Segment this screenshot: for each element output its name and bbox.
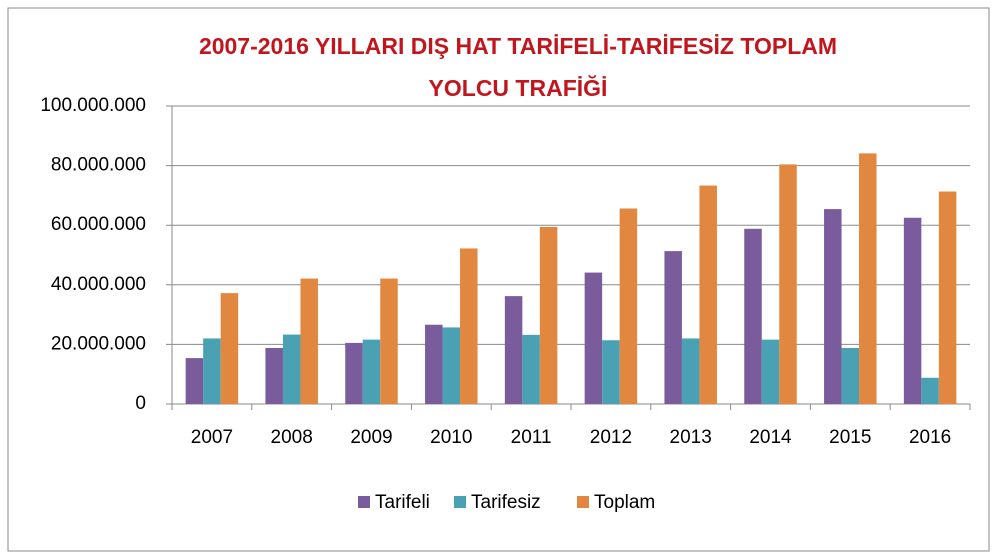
y-tick-label: 60.000.000 <box>51 214 146 235</box>
bar <box>744 228 762 404</box>
x-tick-label: 2009 <box>350 427 392 448</box>
bar <box>938 191 957 404</box>
bar <box>699 185 717 404</box>
bar <box>664 251 682 404</box>
bar <box>265 347 283 404</box>
bar <box>185 358 204 404</box>
bar <box>460 248 478 404</box>
x-tick-label: 2016 <box>909 427 951 448</box>
bar <box>380 278 398 404</box>
legend-label: Tarifesiz <box>471 492 541 513</box>
x-tick-label: 2013 <box>670 427 712 448</box>
y-tick-label: 20.000.000 <box>51 333 146 354</box>
bar <box>681 338 700 404</box>
bar <box>779 164 797 404</box>
bar <box>824 209 842 404</box>
bar <box>203 338 221 404</box>
bar <box>584 272 603 404</box>
x-tick-label: 2011 <box>511 427 552 448</box>
bar <box>859 153 877 404</box>
x-tick-label: 2008 <box>271 427 313 448</box>
bar <box>522 334 540 404</box>
legend-swatch <box>577 496 589 508</box>
bar <box>921 377 939 404</box>
bar <box>602 340 620 404</box>
bar <box>362 339 381 404</box>
y-tick-label: 40.000.000 <box>51 274 146 295</box>
bar <box>761 339 780 404</box>
x-tick-label: 2014 <box>749 427 792 448</box>
bar <box>504 296 523 404</box>
bar <box>539 226 558 404</box>
legend-swatch <box>454 496 466 508</box>
chart-title: 2007-2016 YILLARI DIŞ HAT TARİFELİ-TARİF… <box>199 33 837 59</box>
bar <box>425 324 443 404</box>
x-tick-label: 2012 <box>590 427 632 448</box>
y-tick-label: 80.000.000 <box>51 155 146 176</box>
legend-label: Tarifeli <box>375 492 430 513</box>
bar <box>282 334 301 404</box>
y-tick-label: 0 <box>135 393 146 414</box>
chart-title: YOLCU TRAFİĞİ <box>429 74 608 101</box>
bar <box>300 278 318 404</box>
bar <box>442 327 461 404</box>
legend-swatch <box>358 496 370 508</box>
bar <box>903 217 922 404</box>
x-tick-label: 2015 <box>829 427 871 448</box>
bar <box>619 208 638 404</box>
bar <box>841 347 860 404</box>
legend-label: Toplam <box>594 492 655 513</box>
bar <box>345 342 363 404</box>
y-tick-label: 100.000.000 <box>40 95 146 116</box>
x-tick-label: 2007 <box>191 427 233 448</box>
bar <box>220 293 239 404</box>
x-tick-label: 2010 <box>430 427 472 448</box>
